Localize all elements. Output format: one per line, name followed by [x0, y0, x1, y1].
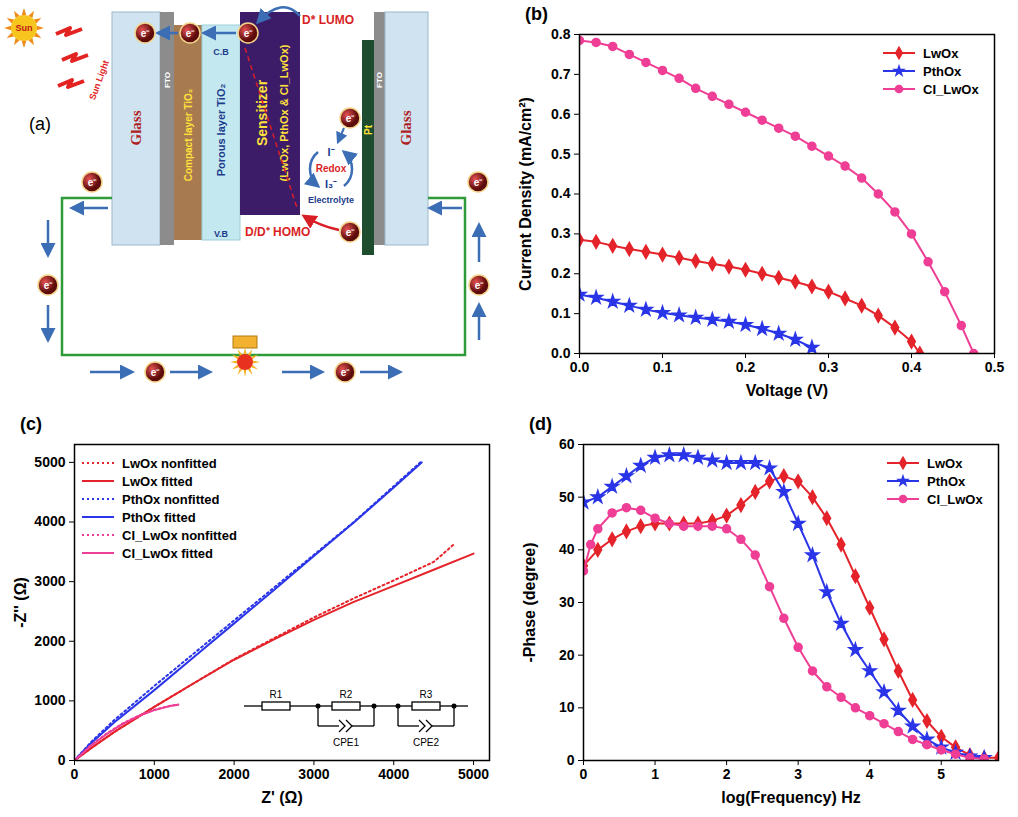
svg-text:e⁻: e⁻ — [151, 367, 161, 378]
svg-text:e⁻: e⁻ — [475, 280, 485, 291]
svg-text:1000: 1000 — [139, 766, 170, 782]
svg-text:Electrolyte: Electrolyte — [308, 195, 354, 205]
svg-text:R2: R2 — [340, 689, 353, 700]
svg-text:50: 50 — [559, 489, 575, 505]
svg-text:Sun: Sun — [16, 23, 33, 33]
svg-text:e⁻: e⁻ — [474, 177, 484, 188]
svg-text:5000: 5000 — [458, 766, 489, 782]
svg-text:LwOx: LwOx — [923, 46, 959, 61]
svg-text:R3: R3 — [420, 689, 433, 700]
svg-text:PthOx: PthOx — [923, 64, 962, 79]
svg-text:CPE2: CPE2 — [413, 737, 440, 748]
svg-text:Sensitizer: Sensitizer — [254, 79, 270, 146]
svg-text:3000: 3000 — [298, 766, 329, 782]
svg-text:60: 60 — [559, 436, 575, 452]
svg-text:5: 5 — [937, 766, 945, 782]
svg-text:0.1: 0.1 — [551, 305, 571, 321]
svg-text:Compact layer TiO₂: Compact layer TiO₂ — [183, 89, 194, 182]
html-text:(b): (b) — [525, 4, 548, 24]
svg-text:0: 0 — [580, 766, 588, 782]
svg-text:0.6: 0.6 — [551, 106, 571, 122]
svg-text:Sun Light: Sun Light — [87, 59, 111, 101]
svg-text:-Phase (degree): -Phase (degree) — [521, 542, 538, 662]
svg-text:Pt: Pt — [363, 124, 374, 135]
svg-text:0.3: 0.3 — [551, 225, 571, 241]
svg-text:I₃⁻: I₃⁻ — [325, 178, 337, 190]
svg-text:0.5: 0.5 — [985, 359, 1005, 375]
svg-text:30: 30 — [559, 594, 575, 610]
svg-text:0.2: 0.2 — [736, 359, 756, 375]
svg-text:Redox: Redox — [316, 163, 347, 174]
svg-text:2: 2 — [723, 766, 731, 782]
html-text:(c): (c) — [20, 414, 42, 434]
svg-text:4000: 4000 — [34, 513, 65, 529]
svg-text:e⁻: e⁻ — [346, 113, 356, 124]
svg-text:0: 0 — [58, 752, 66, 768]
svg-text:CI_LwOx nonfitted: CI_LwOx nonfitted — [122, 528, 237, 543]
svg-text:D/D⁺ HOMO: D/D⁺ HOMO — [245, 225, 310, 239]
svg-text:Glass: Glass — [128, 110, 144, 145]
svg-text:PthOx: PthOx — [927, 474, 966, 489]
svg-text:2000: 2000 — [219, 766, 250, 782]
svg-text:D* LUMO: D* LUMO — [302, 13, 354, 27]
svg-text:C.B: C.B — [213, 47, 229, 57]
svg-text:Current Density (mA/cm²): Current Density (mA/cm²) — [517, 97, 534, 291]
svg-text:e⁻: e⁻ — [88, 177, 98, 188]
html-text:(d): (d) — [529, 414, 552, 434]
svg-text:2000: 2000 — [34, 633, 65, 649]
svg-text:0.8: 0.8 — [551, 26, 571, 42]
svg-text:3000: 3000 — [34, 573, 65, 589]
svg-text:FTO: FTO — [375, 72, 384, 88]
svg-text:40: 40 — [559, 541, 575, 557]
svg-text:1: 1 — [651, 766, 659, 782]
svg-text:0.7: 0.7 — [551, 66, 571, 82]
svg-text:log(Frequency) Hz: log(Frequency) Hz — [721, 789, 861, 806]
svg-text:-Z'' (Ω): -Z'' (Ω) — [12, 577, 29, 628]
svg-text:0.5: 0.5 — [551, 146, 571, 162]
svg-text:4000: 4000 — [378, 766, 409, 782]
svg-text:LwOx nonfitted: LwOx nonfitted — [122, 456, 217, 471]
svg-text:10: 10 — [559, 699, 575, 715]
svg-text:e⁻: e⁻ — [141, 28, 151, 39]
svg-text:PthOx fitted: PthOx fitted — [122, 510, 196, 525]
svg-text:0.3: 0.3 — [819, 359, 839, 375]
svg-text:Voltage (V): Voltage (V) — [746, 382, 828, 399]
svg-text:Porous layer TiO₂: Porous layer TiO₂ — [215, 84, 227, 177]
svg-text:R1: R1 — [270, 689, 283, 700]
svg-text:CI_LwOx fitted: CI_LwOx fitted — [122, 546, 213, 561]
svg-text:CPE1: CPE1 — [333, 737, 360, 748]
svg-text:0: 0 — [567, 752, 575, 768]
svg-text:PthOx nonfitted: PthOx nonfitted — [122, 492, 220, 507]
svg-text:e⁻: e⁻ — [44, 280, 54, 291]
svg-text:0.0: 0.0 — [551, 345, 571, 361]
svg-text:LwOx: LwOx — [927, 456, 963, 471]
svg-text:CI_LwOx: CI_LwOx — [927, 492, 983, 507]
svg-text:0.4: 0.4 — [551, 185, 571, 201]
svg-text:0.0: 0.0 — [570, 359, 590, 375]
svg-text:CI_LwOx: CI_LwOx — [923, 82, 979, 97]
svg-text:Glass: Glass — [398, 110, 414, 145]
svg-text:LwOx fitted: LwOx fitted — [122, 474, 193, 489]
svg-text:0: 0 — [71, 766, 79, 782]
svg-text:0.2: 0.2 — [551, 265, 571, 281]
svg-text:e⁻: e⁻ — [244, 28, 254, 39]
svg-text:I⁻: I⁻ — [327, 146, 334, 158]
svg-text:1000: 1000 — [34, 692, 65, 708]
svg-text:Z' (Ω): Z' (Ω) — [261, 789, 303, 806]
svg-text:V.B: V.B — [214, 229, 229, 239]
svg-text:20: 20 — [559, 647, 575, 663]
svg-text:(a): (a) — [29, 114, 51, 134]
svg-text:0.1: 0.1 — [653, 359, 673, 375]
svg-text:e⁻: e⁻ — [186, 28, 196, 39]
svg-text:e⁻: e⁻ — [341, 367, 351, 378]
svg-text:4: 4 — [866, 766, 874, 782]
svg-text:0.4: 0.4 — [902, 359, 922, 375]
svg-text:e⁻: e⁻ — [346, 227, 356, 238]
svg-text:5000: 5000 — [34, 454, 65, 470]
svg-text:FTO: FTO — [163, 72, 172, 88]
svg-text:3: 3 — [794, 766, 802, 782]
svg-text:(LwOx, PthOx & CI_LwOx): (LwOx, PthOx & CI_LwOx) — [278, 44, 290, 181]
